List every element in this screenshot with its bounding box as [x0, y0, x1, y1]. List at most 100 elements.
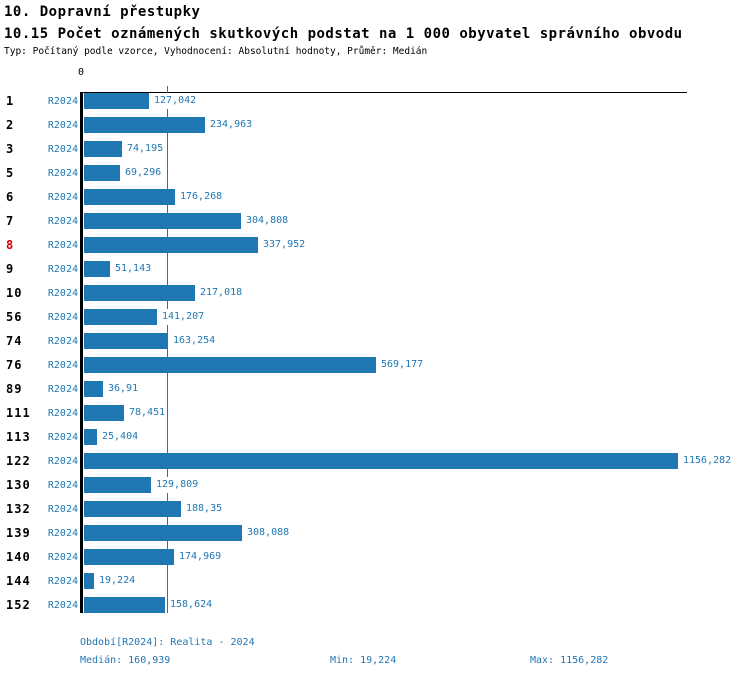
series-label: R2024: [47, 480, 78, 491]
chart-row: 144 R2024 19,224: [0, 573, 750, 589]
bar: [84, 189, 175, 205]
chart-row: 140 R2024 174,969: [0, 549, 750, 565]
category-label: 56: [6, 310, 23, 324]
series-label: R2024: [47, 264, 78, 275]
value-label: 19,224: [97, 573, 138, 589]
series-label: R2024: [47, 120, 78, 131]
chart-row: 111 R2024 78,451: [0, 405, 750, 421]
value-label: 217,018: [198, 285, 245, 301]
series-label: R2024: [47, 144, 78, 155]
footer-min: Min: 19,224: [330, 655, 397, 666]
bar: [84, 141, 122, 157]
bar: [84, 117, 205, 133]
value-label: 36,91: [106, 381, 141, 397]
bar: [84, 501, 181, 517]
chart-row: 89 R2024 36,91: [0, 381, 750, 397]
value-label: 176,268: [178, 189, 225, 205]
bar: [84, 285, 195, 301]
series-label: R2024: [47, 192, 78, 203]
category-label: 8: [6, 238, 15, 252]
chart-meta-line: Typ: Počítaný podle vzorce, Vyhodnocení:…: [4, 46, 428, 57]
series-label: R2024: [47, 504, 78, 515]
value-label: 188,35: [184, 501, 225, 517]
category-label: 2: [6, 118, 15, 132]
value-label: 304,808: [244, 213, 291, 229]
value-label: 69,296: [123, 165, 164, 181]
category-label: 140: [6, 550, 31, 564]
value-label: 74,195: [125, 141, 166, 157]
series-label: R2024: [47, 312, 78, 323]
series-label: R2024: [47, 360, 78, 371]
chart-row: 132 R2024 188,35: [0, 501, 750, 517]
value-label: 337,952: [261, 237, 308, 253]
category-label: 113: [6, 430, 31, 444]
chart-row: 2 R2024 234,963: [0, 117, 750, 133]
series-label: R2024: [47, 288, 78, 299]
bar: [84, 165, 120, 181]
series-label: R2024: [47, 600, 78, 611]
category-label: 6: [6, 190, 15, 204]
category-label: 7: [6, 214, 15, 228]
series-label: R2024: [47, 384, 78, 395]
chart-row: 1 R2024 127,042: [0, 93, 750, 109]
bar: [84, 549, 174, 565]
chart-row: 113 R2024 25,404: [0, 429, 750, 445]
bar: [84, 261, 110, 277]
bar: [84, 237, 258, 253]
series-label: R2024: [47, 576, 78, 587]
bar: [84, 429, 97, 445]
category-label: 132: [6, 502, 31, 516]
category-label: 76: [6, 358, 23, 372]
series-label: R2024: [47, 216, 78, 227]
bar: [84, 573, 94, 589]
category-label: 1: [6, 94, 15, 108]
series-label: R2024: [47, 552, 78, 563]
series-label: R2024: [47, 528, 78, 539]
footer-max: Max: 1156,282: [530, 655, 609, 666]
category-label: 10: [6, 286, 23, 300]
median-reference-line: [167, 86, 168, 613]
bar: [84, 333, 168, 349]
bar: [84, 453, 678, 469]
value-label: 141,207: [160, 309, 207, 325]
value-label: 1156,282: [681, 453, 734, 469]
bar: [84, 597, 165, 613]
series-label: R2024: [47, 168, 78, 179]
series-label: R2024: [47, 456, 78, 467]
value-label: 129,809: [154, 477, 201, 493]
value-label: 51,143: [113, 261, 154, 277]
axis-left-line: [80, 92, 83, 613]
page-title: 10. Dopravní přestupky: [4, 4, 201, 20]
bar: [84, 525, 242, 541]
chart-row: 122 R2024 1156,282: [0, 453, 750, 469]
chart-row: 10 R2024 217,018: [0, 285, 750, 301]
footer-median: Medián: 160,939: [80, 655, 171, 666]
value-label: 25,404: [100, 429, 141, 445]
value-label: 158,624: [168, 597, 215, 613]
bar: [84, 357, 376, 373]
chart-row: 3 R2024 74,195: [0, 141, 750, 157]
category-label: 111: [6, 406, 31, 420]
chart-row: 74 R2024 163,254: [0, 333, 750, 349]
category-label: 139: [6, 526, 31, 540]
value-label: 308,088: [245, 525, 292, 541]
category-label: 5: [6, 166, 15, 180]
category-label: 9: [6, 262, 15, 276]
bar: [84, 93, 149, 109]
bar: [84, 213, 241, 229]
value-label: 569,177: [379, 357, 426, 373]
value-label: 163,254: [171, 333, 218, 349]
series-label: R2024: [47, 336, 78, 347]
bar: [84, 381, 103, 397]
category-label: 152: [6, 598, 31, 612]
chart-title: 10.15 Počet oznámených skutkových podsta…: [4, 26, 683, 42]
value-label: 234,963: [208, 117, 255, 133]
category-label: 89: [6, 382, 23, 396]
value-label: 174,969: [177, 549, 224, 565]
category-label: 3: [6, 142, 15, 156]
series-label: R2024: [47, 432, 78, 443]
chart-row: 5 R2024 69,296: [0, 165, 750, 181]
axis-top-line: [82, 92, 687, 93]
chart-row: 8 R2024 337,952: [0, 237, 750, 253]
bar: [84, 477, 151, 493]
